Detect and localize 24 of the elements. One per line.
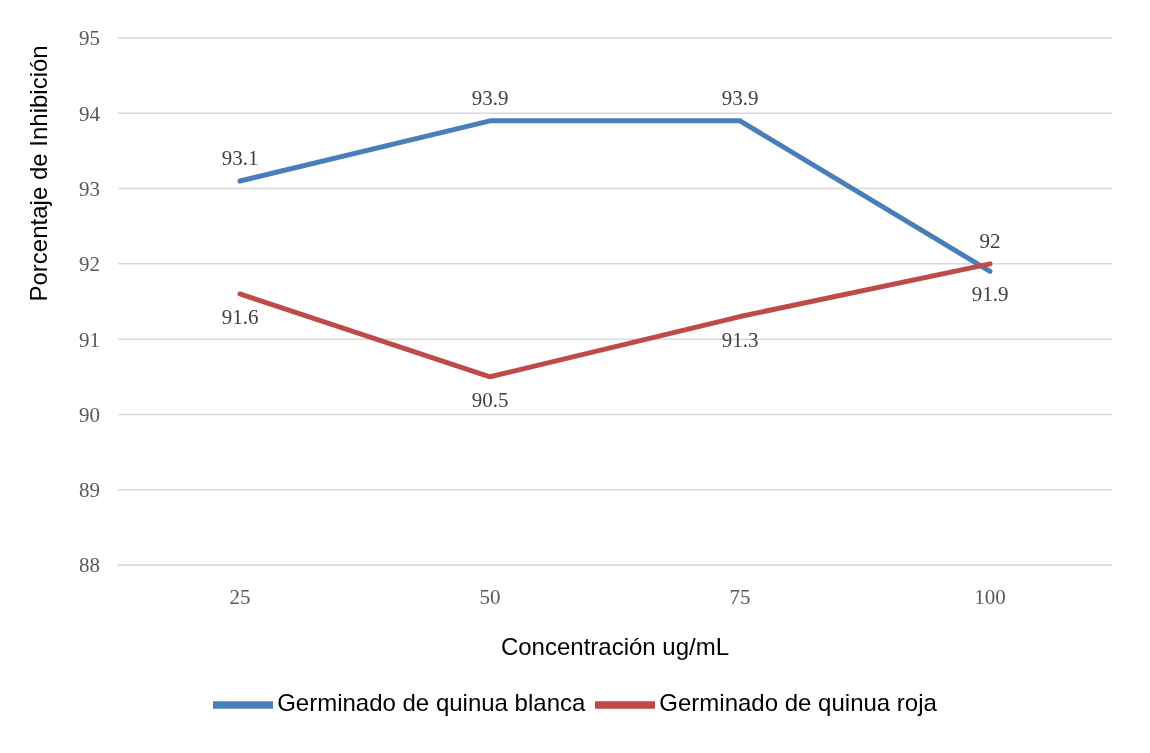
- x-tick-label: 50: [479, 584, 501, 609]
- data-label: 93.9: [721, 85, 759, 110]
- y-tick-label: 94: [79, 101, 101, 126]
- data-label: 91.3: [721, 327, 759, 352]
- y-tick-label: 95: [79, 26, 100, 51]
- x-tick-label: 100: [974, 584, 1006, 609]
- x-tick-label: 75: [729, 584, 751, 609]
- data-label: 91.9: [971, 282, 1009, 307]
- y-tick-label: 91: [79, 327, 100, 352]
- y-tick-label: 93: [79, 177, 100, 202]
- y-tick-label: 92: [79, 252, 100, 277]
- data-label: 93.1: [221, 146, 259, 171]
- data-label: 93.9: [471, 85, 509, 110]
- y-tick-label: 89: [79, 478, 100, 503]
- y-tick-label: 88: [79, 553, 100, 578]
- legend-label: Germinado de quinua roja: [659, 689, 937, 717]
- x-axis-title: Concentración ug/mL: [500, 633, 730, 660]
- data-label: 92: [979, 228, 1001, 253]
- x-tick-label: 25: [229, 584, 251, 609]
- y-tick-label: 90: [79, 402, 100, 427]
- legend-label: Germinado de quinua blanca: [277, 689, 586, 717]
- data-label: 90.5: [471, 387, 509, 412]
- data-label: 91.6: [221, 304, 259, 329]
- y-axis-title: Porcentaje de Inhibición: [24, 45, 52, 302]
